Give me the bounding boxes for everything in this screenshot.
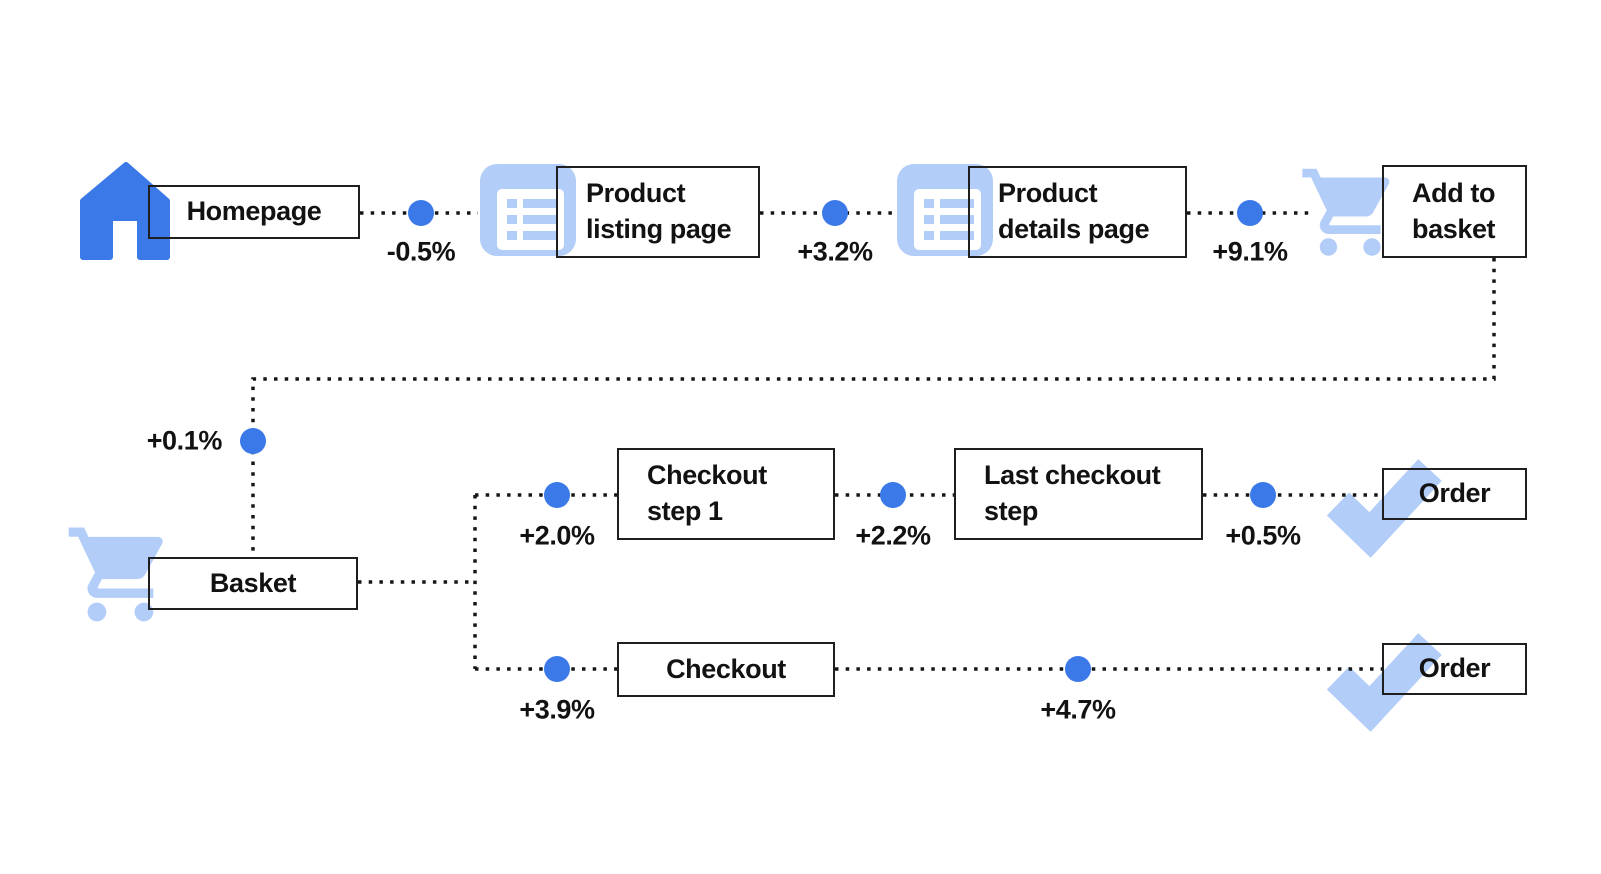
step-dot [880,482,906,508]
node-add-to-basket: Add to basket [1382,165,1527,258]
step-dot [240,428,266,454]
node-basket: Basket [148,557,358,610]
cart-icon [68,527,163,622]
node-checkout: Checkout [617,642,835,697]
delta-label: +4.7% [1040,694,1116,725]
node-label: Homepage [186,196,322,227]
node-label: Order [1418,478,1491,509]
home-icon [80,162,170,260]
step-dot [544,656,570,682]
step-dot [1065,656,1091,682]
node-label: Add to basket [1412,177,1496,244]
node-product-details-page: Product details page [968,166,1187,258]
delta-label: +0.1% [146,425,223,456]
step-dot [1237,200,1263,226]
node-label: Basket [209,567,297,598]
step-dot [822,200,848,226]
step-dot [544,482,570,508]
check-icon [1326,633,1442,732]
delta-label: +3.2% [797,236,873,267]
cart-icon [1302,168,1390,256]
delta-label: +0.5% [1225,520,1301,551]
node-label: Checkout step 1 [647,460,767,526]
node-homepage: Homepage [148,185,360,239]
node-label: Last checkout step [984,460,1161,526]
node-order-bottom: Order [1382,643,1527,695]
node-product-listing-page: Product listing page [556,166,760,258]
list-page-icon [480,164,576,256]
node-label: Product listing page [586,178,732,244]
delta-label: +2.0% [519,520,595,551]
step-dot [408,200,434,226]
node-checkout-step-1: Checkout step 1 [617,448,835,540]
delta-label: +3.9% [519,694,595,725]
node-last-checkout-step: Last checkout step [954,448,1203,540]
node-label: Order [1418,653,1491,684]
delta-label: -0.5% [386,236,456,267]
check-icon [1326,459,1442,558]
delta-label: +2.2% [855,520,931,551]
delta-label: +9.1% [1212,236,1288,267]
node-order-top: Order [1382,468,1527,520]
node-label: Product details page [998,178,1150,244]
step-dot [1250,482,1276,508]
node-label: Checkout [666,653,786,684]
connector-addtobasket-basket [251,258,1496,557]
